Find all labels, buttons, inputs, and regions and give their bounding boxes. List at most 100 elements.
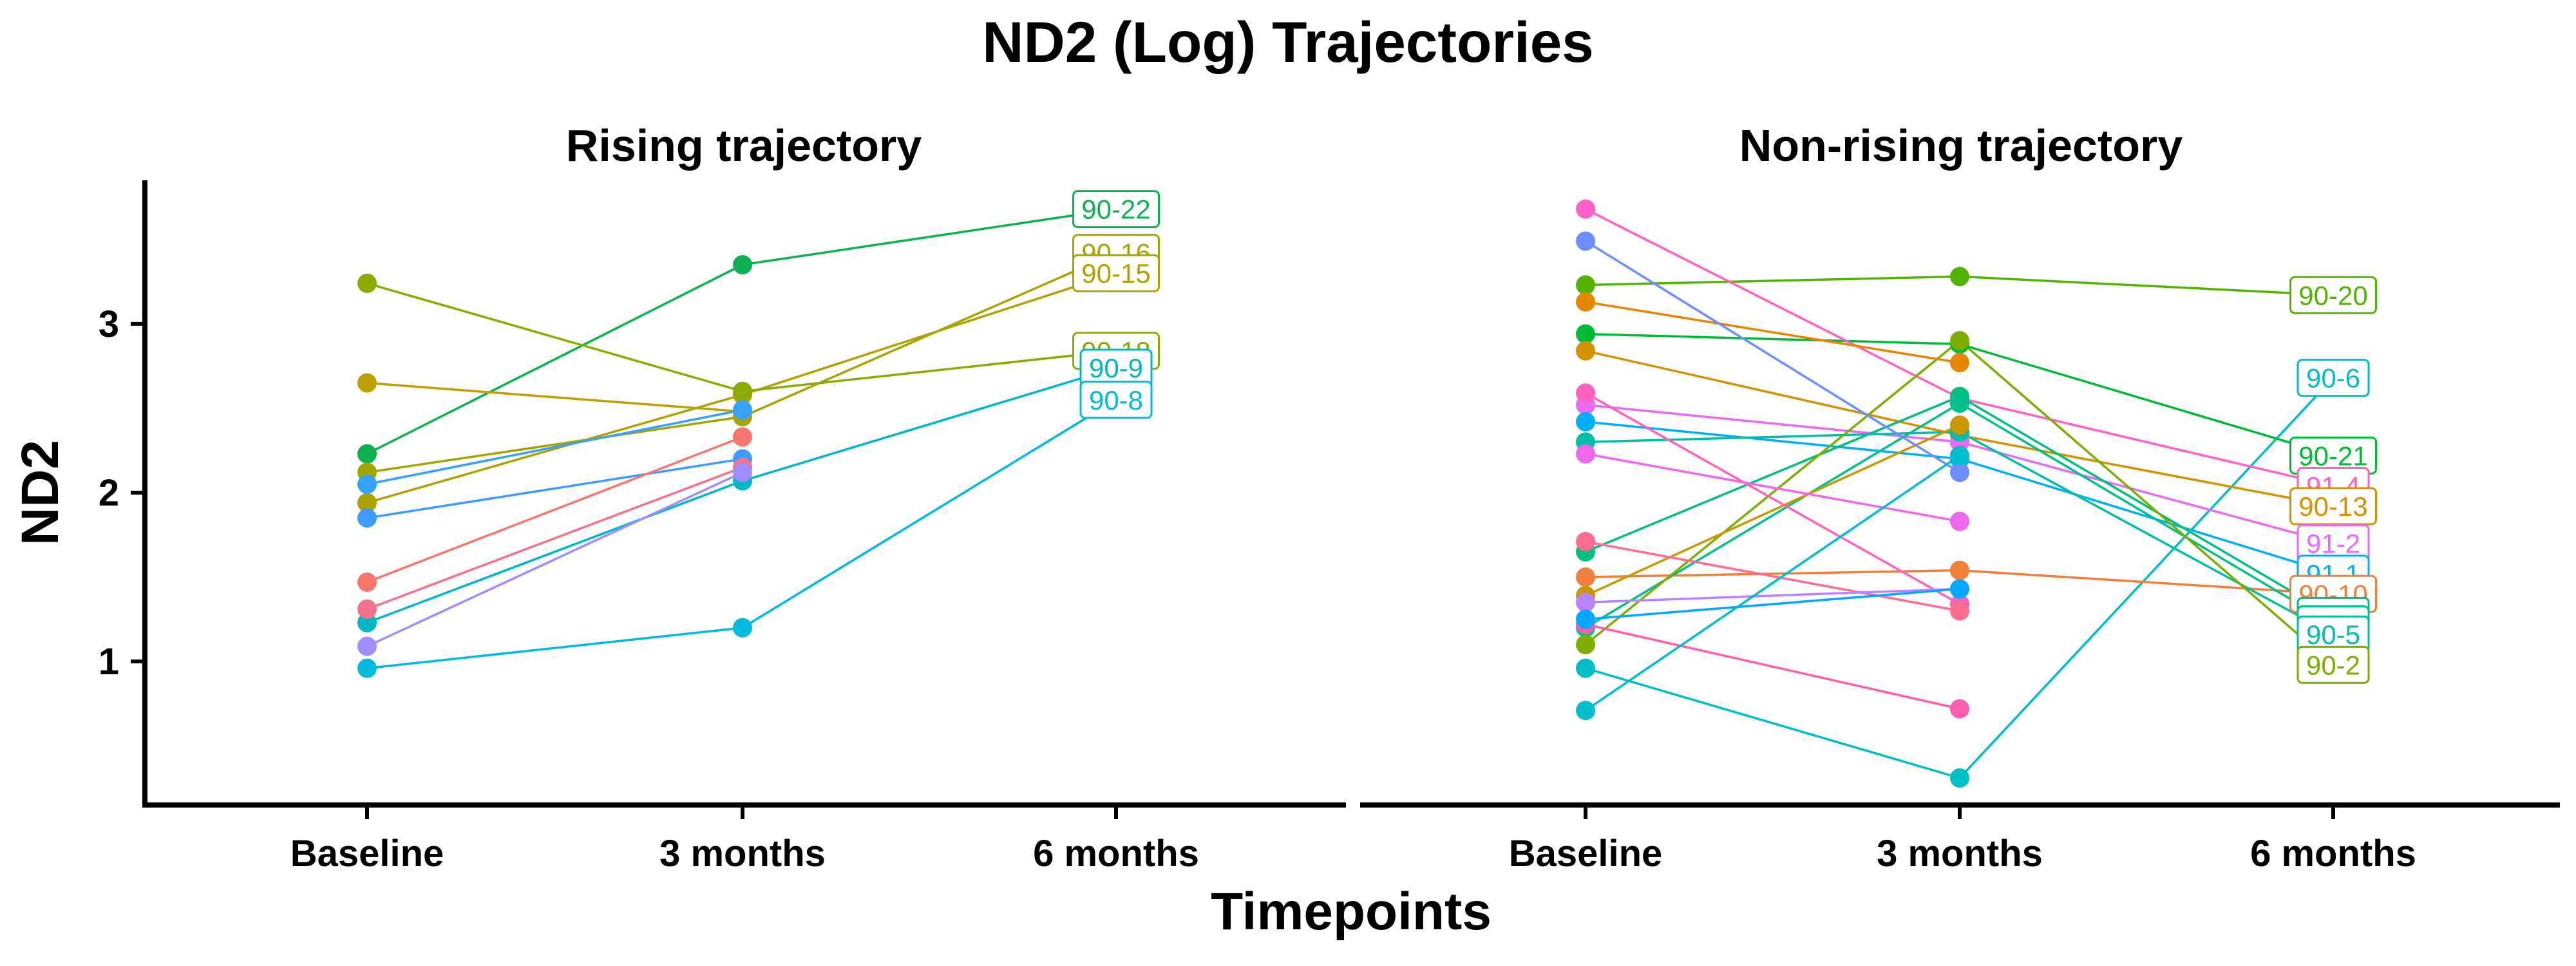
series-points-non-rising: [1576, 199, 1969, 788]
series-end-label-box: [1072, 254, 1160, 292]
data-point: [1576, 292, 1595, 312]
x-tick-label-rising: Baseline: [290, 833, 444, 875]
figure-title: ND2 (Log) Trajectories: [982, 10, 1594, 74]
series-points-rising: [357, 255, 752, 678]
series-end-label-box: [1072, 190, 1160, 229]
series-end-label-box: [2289, 276, 2377, 314]
data-point: [733, 427, 752, 447]
data-point: [357, 658, 377, 678]
data-point: [1576, 609, 1595, 629]
data-point: [1576, 634, 1595, 654]
data-point: [1950, 579, 1969, 599]
series-line: [1585, 392, 1960, 605]
y-tick-label: 3: [99, 303, 119, 345]
series-end-label-box: [2297, 645, 2370, 684]
data-point: [1576, 275, 1595, 295]
series-end-label-text: 90-9: [1089, 353, 1143, 383]
data-point: [733, 618, 752, 638]
series-end-label-text: 90-8: [1089, 385, 1143, 415]
data-point: [357, 444, 377, 464]
data-point: [1576, 658, 1595, 678]
series-labels-non-rising: 90-2090-690-2191-490-1391-291-190-1090-3…: [2289, 276, 2377, 684]
data-point: [357, 599, 377, 619]
data-point: [357, 493, 377, 513]
y-tick-label: 2: [99, 472, 119, 514]
series-end-label-text: 90-13: [2298, 491, 2367, 522]
data-point: [1950, 446, 1969, 466]
data-point: [1576, 532, 1595, 552]
series-line: [1585, 623, 1960, 710]
series-end-label-text: 90-22: [1081, 194, 1150, 225]
series-line: [1585, 301, 1960, 364]
data-point: [1576, 341, 1595, 361]
data-point: [1576, 324, 1595, 344]
series-line: [1585, 587, 1960, 621]
data-point: [357, 572, 377, 592]
panel-title-rising: Rising trajectory: [566, 120, 922, 171]
data-point: [1576, 567, 1595, 587]
series-line: [366, 435, 743, 583]
panel-rising: Rising trajectory Baseline 3 months 6 mont…: [99, 120, 1346, 875]
series-end-label-text: 90-15: [1081, 258, 1150, 289]
x-tick-label-rising: 6 months: [1033, 833, 1199, 875]
x-tick-label-non-rising: Baseline: [1509, 833, 1663, 875]
series-line: [1585, 240, 1960, 474]
x-tick-label-rising: 3 months: [659, 833, 826, 875]
series-line: [1585, 540, 1960, 612]
data-point: [1950, 331, 1969, 351]
series-line: [366, 282, 1117, 393]
data-point: [1950, 601, 1969, 621]
data-point: [357, 612, 377, 632]
series-end-label: 90-21: [2289, 436, 2377, 475]
series-line: [366, 381, 743, 413]
data-point: [1576, 444, 1595, 464]
series-end-label-box: [2297, 359, 2370, 397]
series-end-label-box: [1079, 381, 1153, 419]
panel-title-non-rising: Non-rising trajectory: [1739, 120, 2183, 171]
series-end-label-text: 90-20: [2298, 280, 2367, 310]
data-point: [733, 400, 752, 420]
series-line: [366, 466, 743, 611]
series-end-label-text: 90-6: [2306, 363, 2360, 393]
series-line: [366, 408, 743, 486]
data-point: [1950, 393, 1969, 413]
series-lines-non-rising: [1584, 208, 2334, 780]
data-point: [733, 462, 752, 482]
series-line: [1585, 454, 1960, 712]
x-axis-title: Timepoints: [1211, 882, 1492, 941]
plot-area-non-rising: Baseline 3 months 6 months 90-20 90-6 90-21 91…: [1360, 199, 2560, 875]
series-end-label: 90-20: [2289, 276, 2377, 314]
series-end-label-box: [2289, 487, 2377, 526]
series-line: [1585, 452, 1960, 523]
series-end-label: 90-15: [1072, 254, 1160, 292]
series-line: [1585, 424, 1960, 597]
data-point: [1950, 267, 1969, 287]
data-point: [357, 508, 377, 528]
series-line: [366, 471, 743, 648]
data-point: [1950, 511, 1969, 531]
data-point: [1950, 415, 1969, 435]
data-point: [357, 636, 377, 656]
data-point: [1950, 768, 1969, 788]
data-point: [1950, 699, 1969, 719]
x-tick-label-non-rising: 6 months: [2250, 833, 2416, 875]
data-point: [1576, 701, 1595, 721]
series-end-label: 90-2: [2297, 645, 2370, 684]
series-line: [366, 457, 743, 520]
data-point: [357, 373, 377, 393]
data-point: [1950, 353, 1969, 373]
series-end-label-text: 90-5: [2306, 620, 2360, 650]
series-end-label-text: 91-2: [2306, 529, 2360, 559]
data-point: [1950, 462, 1969, 482]
data-point: [1576, 231, 1595, 251]
series-end-label: 91-2: [2297, 524, 2370, 563]
data-point: [1576, 412, 1595, 431]
y-tick-label: 1: [99, 641, 119, 683]
data-point: [1576, 383, 1595, 403]
series-end-label: 90-22: [1072, 190, 1160, 229]
series-end-label: 90-8: [1079, 381, 1153, 419]
data-point: [1950, 560, 1969, 580]
data-point: [733, 381, 752, 401]
